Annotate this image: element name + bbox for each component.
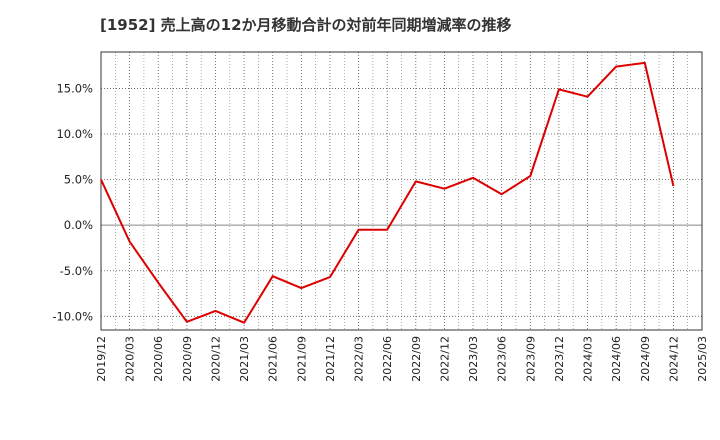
horizontal-gridlines bbox=[101, 88, 702, 317]
x-tick-label: 2023/06 bbox=[496, 336, 509, 382]
y-tick-label: 5.0% bbox=[64, 173, 93, 187]
x-tick-label: 2024/09 bbox=[639, 336, 652, 382]
vertical-gridlines bbox=[100, 52, 703, 330]
y-tick-label: -10.0% bbox=[52, 309, 93, 323]
x-tick-label: 2021/09 bbox=[295, 336, 308, 382]
x-tick-label: 2021/12 bbox=[324, 336, 337, 382]
y-tick-label: 10.0% bbox=[56, 127, 93, 141]
y-tick-label: -5.0% bbox=[60, 264, 93, 278]
x-tick-label: 2020/03 bbox=[124, 336, 137, 382]
x-tick-label: 2020/09 bbox=[181, 336, 194, 382]
x-tick-label: 2024/03 bbox=[582, 336, 595, 382]
x-tick-label: 2023/03 bbox=[467, 336, 480, 382]
y-tick-label: 0.0% bbox=[64, 218, 93, 232]
chart-title: [1952] 売上高の12か月移動合計の対前年同期増減率の推移 bbox=[100, 16, 512, 34]
x-tick-label: 2025/03 bbox=[696, 336, 709, 382]
x-tick-label: 2020/06 bbox=[152, 336, 165, 382]
y-axis-ticks: 15.0% 10.0% 5.0% 0.0% -5.0% -10.0% bbox=[52, 81, 93, 323]
x-tick-label: 2024/06 bbox=[610, 336, 623, 382]
x-tick-label: 2020/12 bbox=[209, 336, 222, 382]
series-line bbox=[100, 61, 675, 324]
x-tick-label: 2022/09 bbox=[410, 336, 423, 382]
y-tick-label: 15.0% bbox=[56, 81, 93, 95]
data-points bbox=[100, 62, 674, 323]
x-tick-label: 2022/12 bbox=[438, 336, 451, 382]
x-tick-label: 2021/06 bbox=[267, 336, 280, 382]
x-tick-label: 2019/12 bbox=[95, 336, 108, 382]
x-tick-label: 2023/09 bbox=[524, 336, 537, 382]
x-tick-label: 2024/12 bbox=[667, 336, 680, 382]
x-tick-label: 2023/12 bbox=[553, 336, 566, 382]
x-tick-label: 2021/03 bbox=[238, 336, 251, 382]
plot-frame bbox=[100, 51, 703, 331]
x-axis-ticks: 2019/12 2020/03 2020/06 2020/09 2020/12 2021/… bbox=[95, 336, 709, 382]
x-tick-label: 2022/03 bbox=[353, 336, 366, 382]
x-tick-label: 2022/06 bbox=[381, 336, 394, 382]
